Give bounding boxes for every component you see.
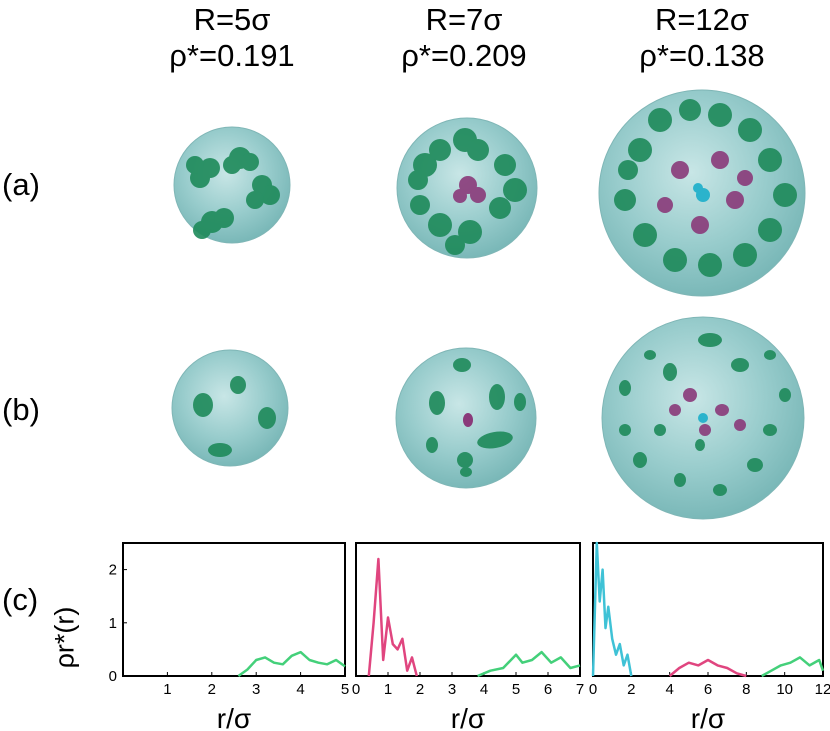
radius-label: R=7σ [425, 2, 503, 37]
x-tick-label: 0 [589, 681, 597, 698]
col-header-1: R=5σ ρ*=0.191 [142, 2, 322, 74]
x-tick-label: 5 [512, 681, 520, 698]
y-axis-label-text: ρr*(r) [49, 606, 80, 669]
row-label-c: (c) [2, 582, 39, 617]
x-tick-label: 4 [480, 681, 488, 698]
plot-frame-1 [122, 542, 346, 677]
x-tick-label: 1 [163, 681, 171, 698]
density-label: ρ*=0.209 [401, 38, 527, 73]
radius-label: R=5σ [193, 2, 271, 37]
sphere-b-R7 [395, 347, 537, 489]
density-label: ρ*=0.191 [169, 38, 295, 73]
x-tick-label: 3 [448, 681, 456, 698]
series-line-3 [761, 656, 825, 678]
series-line-1 [237, 650, 346, 678]
density-label: ρ*=0.138 [639, 38, 765, 73]
series-line-1 [591, 541, 633, 677]
x-axis-label: r/σ [217, 703, 251, 731]
row-label-a: (a) [2, 167, 40, 202]
sphere-b-R12 [601, 316, 805, 520]
row-label-b: (b) [2, 392, 40, 427]
plot-frame-2 [355, 542, 581, 677]
x-tick-label: 3 [252, 681, 260, 698]
series-line-2 [668, 658, 747, 678]
sphere-a-R5 [173, 126, 291, 244]
x-tick-label: 2 [627, 681, 635, 698]
sphere-a-R7 [396, 117, 538, 259]
sphere-b-R5 [171, 349, 289, 467]
col-header-2: R=7σ ρ*=0.209 [374, 2, 554, 74]
y-tick-label: 2 [109, 562, 117, 579]
x-tick-label: 12 [815, 681, 830, 698]
x-tick-label: 6 [544, 681, 552, 698]
x-tick-label: 2 [208, 681, 216, 698]
sphere-a-R12 [598, 89, 806, 297]
x-tick-label: 10 [776, 681, 793, 698]
y-tick-label: 1 [109, 615, 117, 632]
x-tick-label: 5 [341, 681, 349, 698]
x-tick-label: 1 [384, 681, 392, 698]
x-tick-label: 0 [352, 681, 360, 698]
x-tick-label: 4 [296, 681, 304, 698]
x-tick-label: 6 [704, 681, 712, 698]
y-axis-label: ρr*(r) [49, 600, 100, 680]
x-axis-label: r/σ [691, 703, 725, 731]
x-tick-label: 8 [742, 681, 750, 698]
series-line-2 [477, 650, 581, 678]
series-line-1 [367, 557, 419, 677]
x-tick-label: 4 [665, 681, 673, 698]
radius-label: R=12σ [654, 2, 750, 37]
x-axis-label: r/σ [451, 703, 485, 731]
col-header-3: R=12σ ρ*=0.138 [612, 2, 792, 74]
y-tick-label: 0 [109, 668, 117, 685]
x-tick-label: 7 [576, 681, 584, 698]
x-tick-label: 2 [416, 681, 424, 698]
